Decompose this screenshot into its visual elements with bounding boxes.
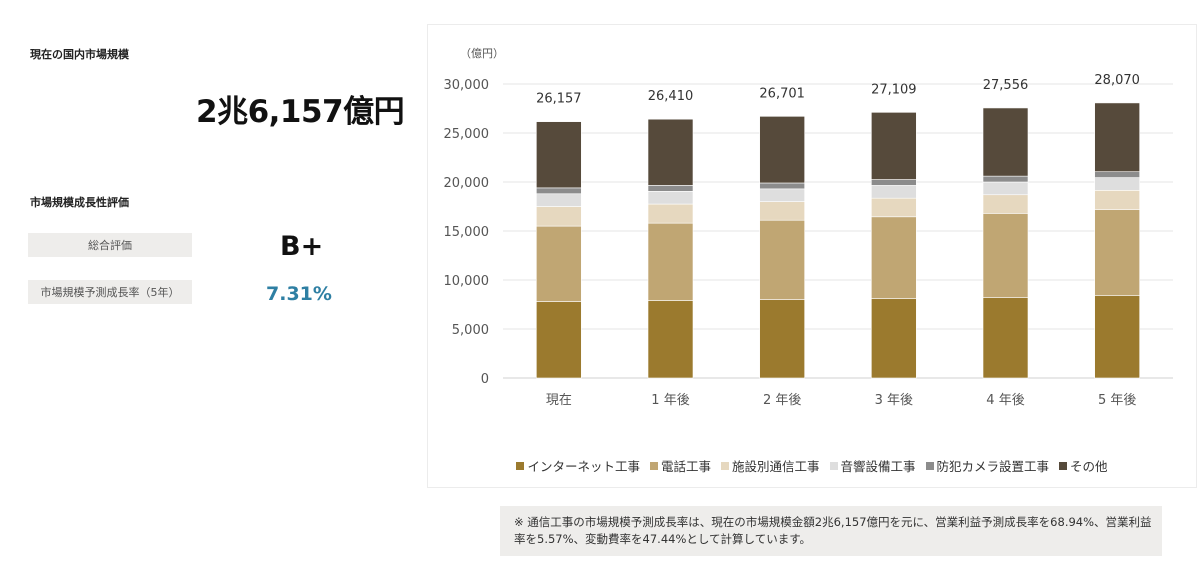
- legend-label: 電話工事: [660, 459, 711, 474]
- bar-segment: [647, 300, 694, 379]
- bar-segment: [536, 206, 582, 227]
- calculation-note: ※ 通信工事の市場規模予測成長率は、現在の市場規模金額2兆6,157億円を元に、…: [500, 506, 1162, 556]
- bar-segment: [871, 185, 917, 199]
- bar-segment: [982, 181, 1029, 196]
- bar-segment: [536, 225, 582, 302]
- legend-item: インターネット工事: [516, 456, 640, 475]
- bar-segment: [647, 118, 694, 186]
- overall-grade: B+: [280, 231, 324, 262]
- legend-swatch: [829, 461, 838, 470]
- bar-segment: [1094, 209, 1140, 296]
- bar-segment: [647, 222, 694, 301]
- legend-swatch: [720, 461, 729, 470]
- legend-label: 防犯カメラ設置工事: [936, 459, 1050, 474]
- x-tick-label: 5 年後: [1098, 393, 1136, 408]
- y-tick-label: 5,000: [452, 323, 489, 338]
- overall-evaluation-label: 総合評価: [28, 233, 192, 257]
- total-data-label: 28,070: [1094, 73, 1140, 88]
- x-tick-label: 2 年後: [763, 393, 801, 408]
- legend-item: 施設別通信工事: [720, 456, 820, 475]
- y-tick-label: 10,000: [444, 274, 490, 289]
- bar-segment: [1094, 171, 1140, 178]
- legend-label: 音響設備工事: [840, 459, 916, 474]
- legend-item: 防犯カメラ設置工事: [925, 456, 1050, 475]
- bar-segment: [1094, 102, 1140, 173]
- bar-segment: [871, 298, 917, 379]
- bar-segment: [536, 121, 582, 189]
- bar-segment: [1094, 177, 1140, 191]
- legend-item: その他: [1059, 456, 1108, 475]
- y-tick-label: 30,000: [444, 78, 490, 93]
- bar-segment: [759, 182, 805, 190]
- bar-segment: [1094, 190, 1140, 210]
- growth-rate-value: 7.31%: [266, 283, 332, 305]
- bar-segment: [871, 197, 917, 218]
- y-tick-label: 0: [481, 372, 489, 387]
- bar-segment: [759, 219, 805, 300]
- market-chart-card: （億円） 0 5,000 10,000 15,000 20,000 25,000 30,00…: [427, 24, 1197, 488]
- bar-segment: [647, 185, 694, 192]
- legend-label: 施設別通信工事: [731, 459, 820, 474]
- y-tick-label: 20,000: [444, 176, 490, 191]
- legend-swatch: [1059, 461, 1068, 470]
- bar-segment: [759, 299, 805, 379]
- market-size-value: 2兆6,157億円: [196, 94, 405, 130]
- bar-segment: [759, 188, 805, 202]
- bar-segment: [982, 194, 1029, 214]
- bar-segment: [982, 175, 1029, 183]
- legend-item: 電話工事: [649, 456, 711, 475]
- y-unit-label: （億円）: [460, 47, 504, 60]
- summary-panel: 現在の国内市場規模 2兆6,157億円 市場規模成長性評価 総合評価 B+ 市場…: [0, 0, 420, 562]
- total-data-label: 26,157: [536, 92, 582, 107]
- legend-label: その他: [1070, 459, 1108, 474]
- bar-segment: [871, 216, 917, 299]
- bar-segment: [982, 107, 1029, 177]
- legend-label: インターネット工事: [527, 459, 640, 474]
- total-data-label: 27,109: [871, 82, 917, 97]
- legend-swatch: [649, 461, 658, 470]
- x-tick-label: 4 年後: [986, 393, 1024, 408]
- y-tick-label: 25,000: [444, 127, 490, 142]
- market-size-title: 現在の国内市場規模: [30, 48, 129, 61]
- legend-swatch: [925, 461, 934, 470]
- bar-segment: [1094, 295, 1140, 379]
- bar-segment: [871, 112, 917, 180]
- bar-segment: [536, 301, 582, 379]
- bar-segment: [647, 203, 694, 224]
- bar-segment: [536, 187, 582, 195]
- bar-segment: [871, 179, 917, 186]
- bar-segment: [759, 116, 805, 184]
- bar-segment: [982, 213, 1029, 298]
- total-data-label: 26,410: [648, 89, 694, 104]
- legend-item: 音響設備工事: [829, 456, 916, 475]
- total-data-label: 26,701: [759, 86, 805, 101]
- bar-segment: [647, 191, 694, 205]
- growth-evaluation-title: 市場規模成長性評価: [30, 196, 129, 209]
- bar-segment: [536, 193, 582, 207]
- total-data-label: 27,556: [983, 78, 1029, 93]
- chart-legend: インターネット工事 電話工事 施設別通信工事 音響設備工事 防犯カメラ設置工事 その他: [428, 456, 1196, 475]
- x-tick-label: 1 年後: [651, 393, 689, 408]
- legend-swatch: [516, 461, 525, 470]
- bar-segment: [982, 297, 1029, 379]
- x-tick-label: 現在: [546, 393, 572, 408]
- growth-rate-label: 市場規模予測成長率（5年）: [28, 280, 192, 304]
- bar-segment: [759, 201, 805, 221]
- stacked-bar-chart: （億円） 0 5,000 10,000 15,000 20,000 25,000 30,00…: [444, 47, 1173, 408]
- x-tick-label: 3 年後: [875, 393, 913, 408]
- y-tick-label: 15,000: [444, 225, 490, 240]
